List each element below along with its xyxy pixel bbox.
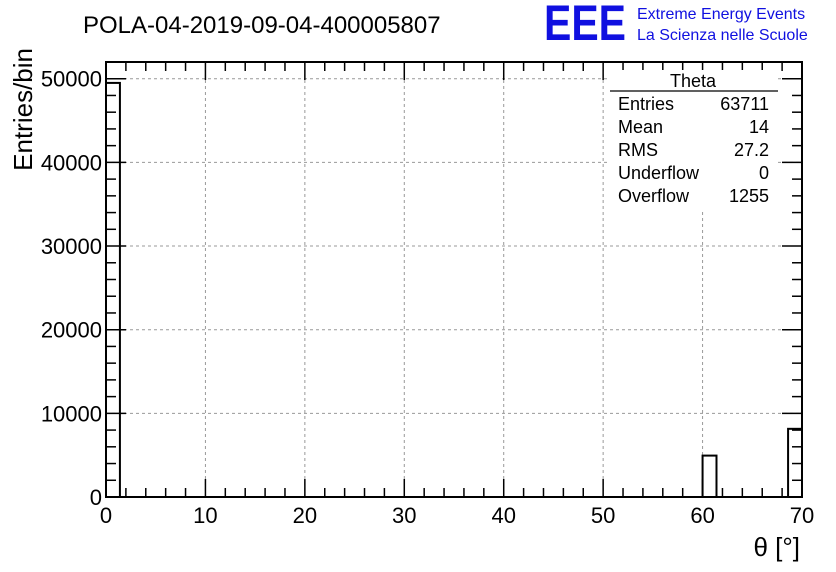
stats-row-label: Overflow <box>618 186 690 206</box>
logo-line-1: Extreme Energy Events <box>637 6 805 23</box>
y-tick-label: 40000 <box>41 150 102 175</box>
x-axis-title: θ [°] <box>753 532 800 562</box>
logo-line-2: La Scienza nelle Scuole <box>637 27 808 44</box>
y-tick-label: 10000 <box>41 401 102 426</box>
stats-row-label: RMS <box>618 140 658 160</box>
histogram-bar <box>701 454 718 498</box>
stats-row-label: Mean <box>618 117 663 137</box>
x-tick-label: 0 <box>100 503 112 528</box>
axes <box>105 61 803 498</box>
stats-row-value: 14 <box>749 117 769 137</box>
stats-row-label: Underflow <box>618 163 700 183</box>
x-tick-label: 50 <box>591 503 615 528</box>
y-tick-label: 50000 <box>41 67 102 92</box>
stats-row-value: 63711 <box>720 94 769 114</box>
y-tick-label: 30000 <box>41 234 102 259</box>
eee-logo: EEE Extreme Energy Events La Scienza nel… <box>544 0 808 51</box>
y-tick-labels: 0 10000 20000 30000 40000 50000 <box>41 67 102 510</box>
x-tick-label: 10 <box>193 503 217 528</box>
x-tick-labels: 0 10 20 30 40 50 60 70 <box>100 503 814 528</box>
stats-box: Theta Entries 63711 Mean 14 RMS 27.2 Underflow… <box>610 70 778 212</box>
x-tick-label: 40 <box>491 503 515 528</box>
x-tick-label: 20 <box>293 503 317 528</box>
stats-title: Theta <box>670 71 717 91</box>
stats-box-background <box>610 70 778 212</box>
y-tick-label: 20000 <box>41 318 102 343</box>
x-tick-label: 70 <box>790 503 814 528</box>
chart-title: POLA-04-2019-09-04-400005807 <box>83 12 441 39</box>
stats-row-value: 1255 <box>729 186 769 206</box>
y-tick-label: 0 <box>90 485 102 510</box>
x-tick-label: 60 <box>690 503 714 528</box>
stats-row-value: 27.2 <box>734 140 769 160</box>
stats-row-value: 0 <box>759 163 769 183</box>
stats-rows: Entries 63711 Mean 14 RMS 27.2 Underflow 0 Overf… <box>618 94 769 206</box>
logo-mark: EEE <box>544 0 626 51</box>
stats-row-label: Entries <box>618 94 674 114</box>
x-tick-label: 30 <box>392 503 416 528</box>
y-axis-title: Entries/bin <box>8 48 38 171</box>
